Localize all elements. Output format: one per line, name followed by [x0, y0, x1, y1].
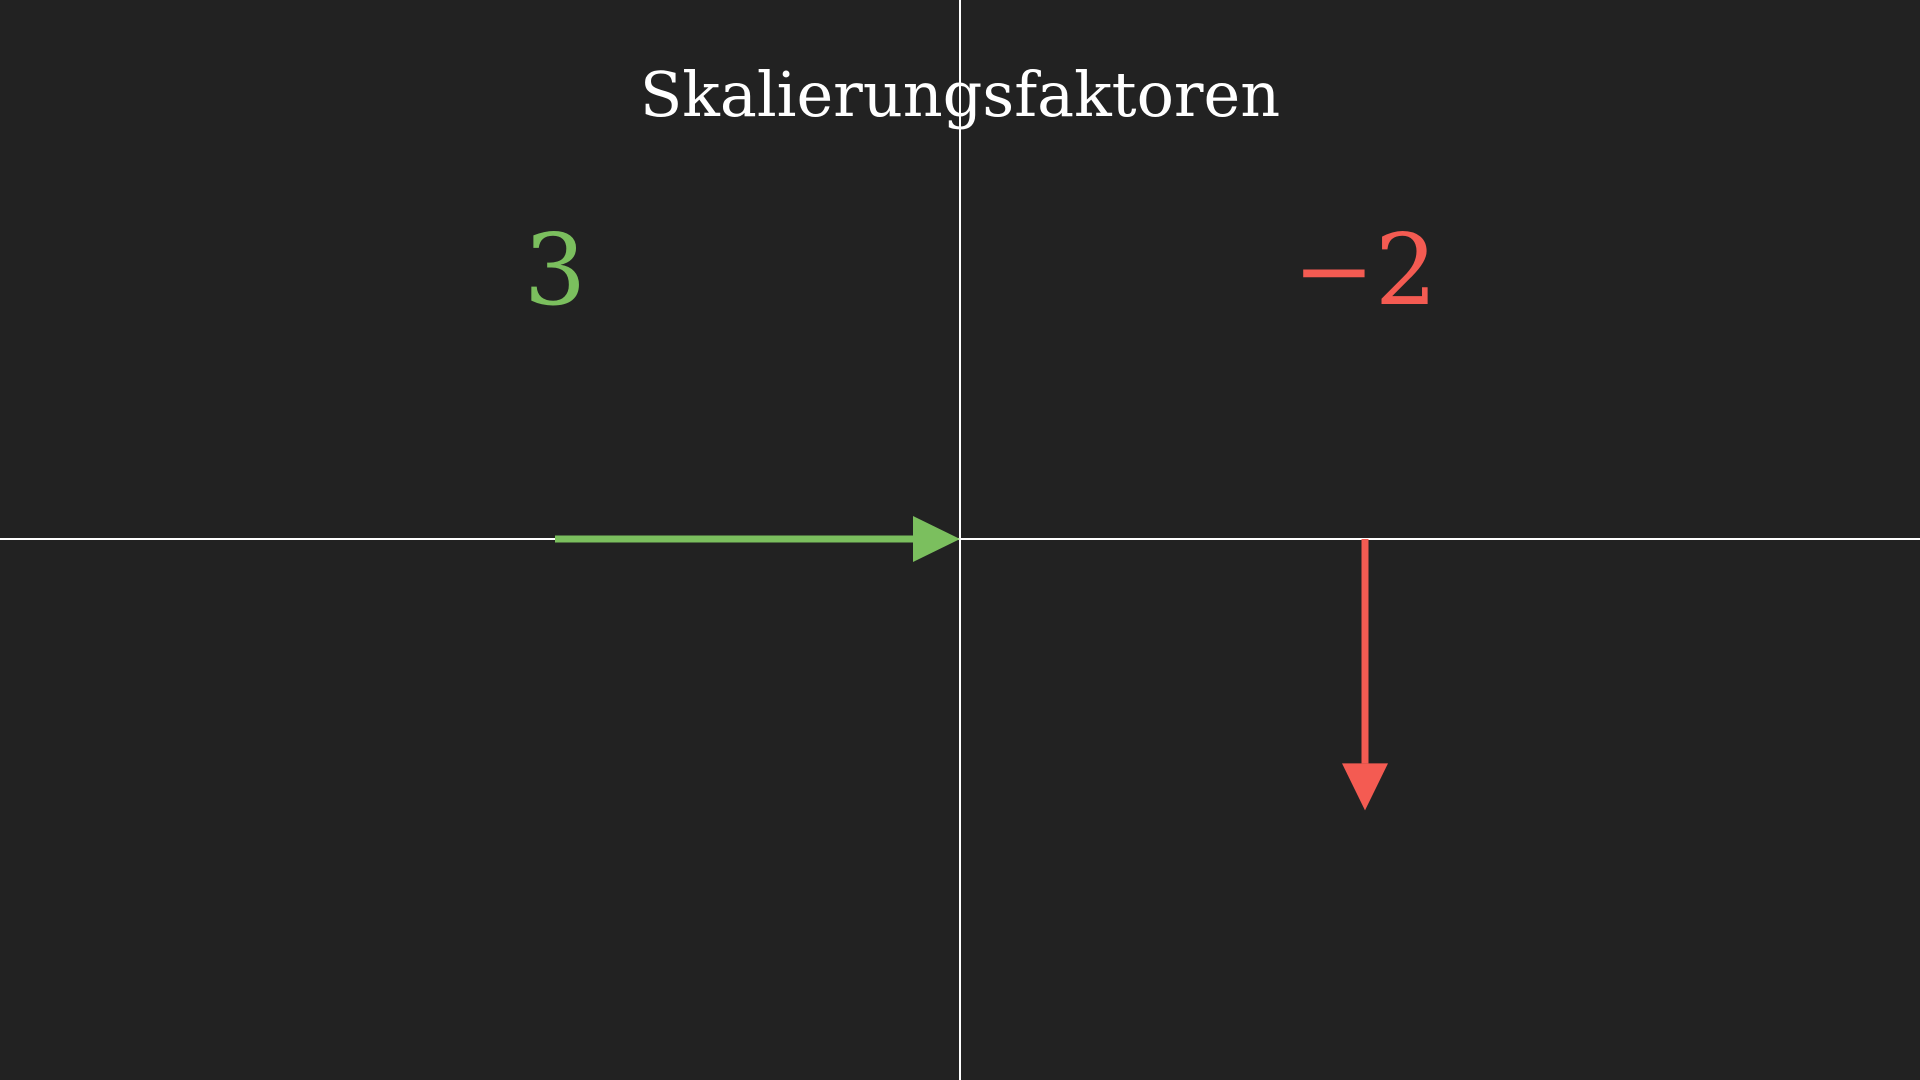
diagram-title: Skalierungsfaktoren	[0, 50, 1920, 140]
green-arrow	[555, 516, 960, 562]
red-arrow	[1342, 539, 1388, 810]
scaling-factor-left: 3	[405, 216, 705, 326]
green-arrow-head	[913, 516, 960, 562]
vector-layer	[555, 516, 1388, 810]
red-arrow-head	[1342, 763, 1388, 810]
scaling-factor-right: −2	[1215, 216, 1515, 326]
